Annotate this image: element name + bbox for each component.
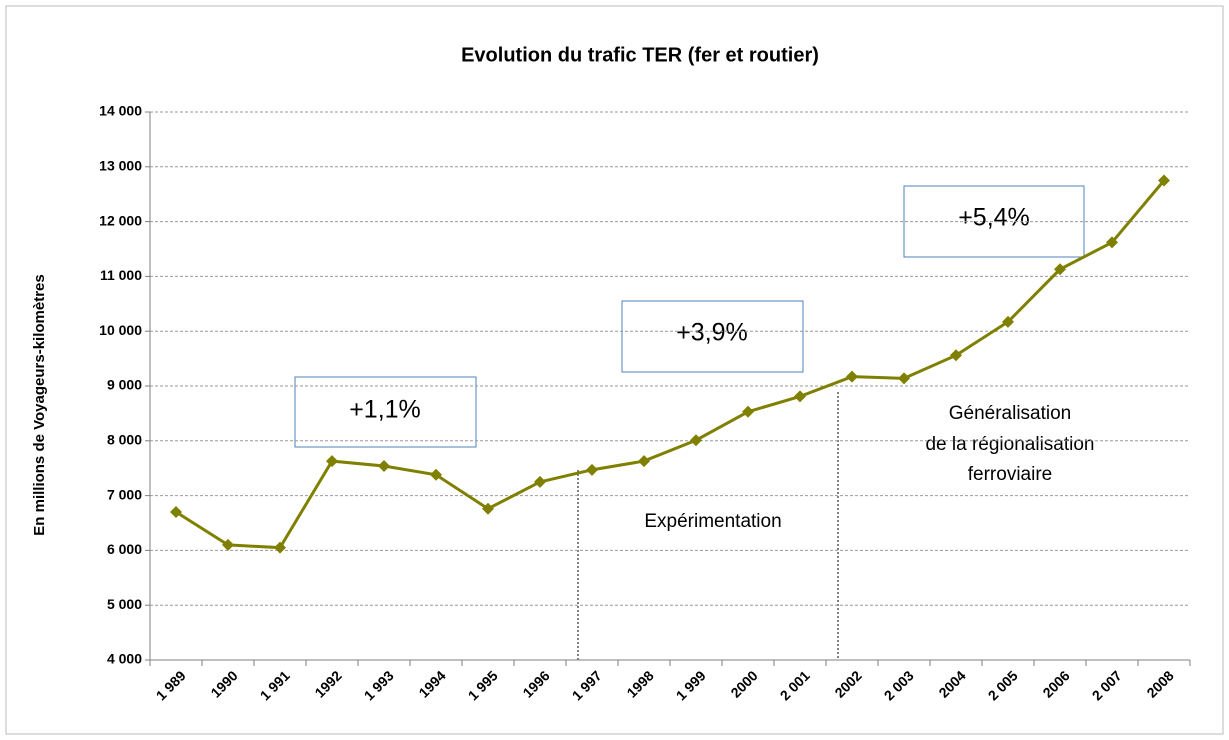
marker (1002, 315, 1014, 328)
marker (586, 463, 598, 476)
marker (430, 468, 442, 481)
y-tick-label: 9 000 (107, 377, 142, 393)
annotation: Expérimentation (644, 511, 781, 532)
annotation: Généralisation (949, 403, 1072, 424)
marker (1158, 174, 1170, 187)
annotation: +3,9% (676, 319, 748, 347)
marker (222, 538, 234, 551)
marker (482, 502, 494, 515)
marker (690, 434, 702, 447)
annotation: +1,1% (349, 396, 421, 424)
marker (898, 372, 910, 385)
y-tick-label: 14 000 (99, 103, 142, 119)
annotation-box (294, 376, 477, 448)
marker (742, 405, 754, 418)
annotation-box (621, 300, 804, 373)
annotation: ferroviaire (968, 464, 1052, 485)
y-tick-label: 11 000 (100, 267, 142, 283)
marker (1054, 263, 1066, 276)
marker (274, 541, 286, 554)
y-axis-label: En millions de Voyageurs-kilomètres (31, 274, 48, 535)
annotation-box (903, 185, 1085, 258)
marker (950, 349, 962, 362)
marker (378, 460, 390, 473)
marker (1106, 236, 1118, 249)
series-line (175, 179, 1166, 550)
y-tick-label: 10 000 (99, 322, 142, 338)
y-tick-label: 12 000 (99, 212, 142, 228)
y-tick-label: 13 000 (99, 158, 142, 174)
marker (170, 506, 182, 519)
y-tick-label: 5 000 (107, 596, 142, 612)
marker (794, 390, 806, 403)
marker (326, 455, 338, 468)
y-tick-label: 6 000 (107, 541, 142, 557)
marker (534, 475, 546, 488)
marker (846, 370, 858, 383)
annotation: de la régionalisation (925, 434, 1094, 455)
marker (638, 455, 650, 468)
y-tick-label: 7 000 (107, 486, 142, 502)
y-tick-label: 8 000 (107, 432, 142, 448)
annotation: +5,4% (958, 204, 1030, 232)
chart-frame (5, 5, 1224, 735)
y-tick-label: 4 000 (107, 651, 142, 667)
chart-title: Evolution du trafic TER (fer et routier) (461, 44, 819, 66)
